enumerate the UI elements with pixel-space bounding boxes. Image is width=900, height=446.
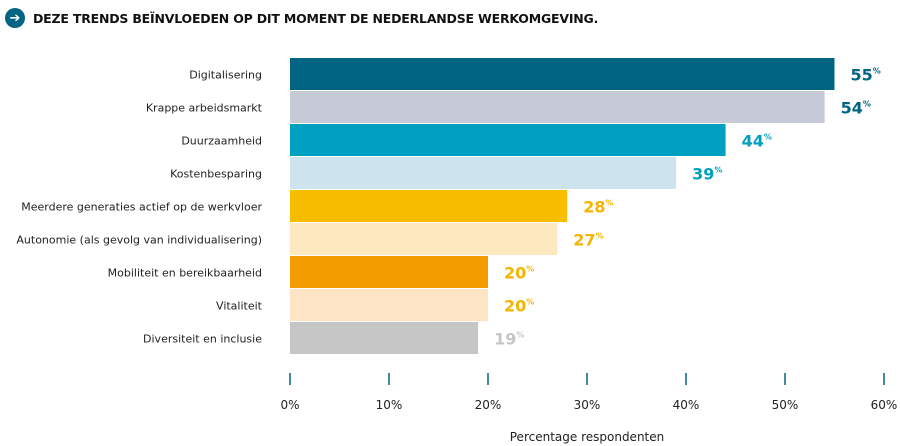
arrow-right-circle-icon: ➔ [5, 8, 25, 28]
data-label: 20% [504, 264, 534, 283]
category-label: Meerdere generaties actief op de werkvlo… [21, 201, 262, 214]
x-tick-label: 40% [673, 398, 700, 412]
x-tick-label: 10% [376, 398, 403, 412]
chart-title: ➔ DEZE TRENDS BEÏNVLOEDEN OP DIT MOMENT … [5, 8, 598, 28]
data-label: 54% [841, 99, 871, 118]
data-label: 20% [504, 297, 534, 316]
category-label: Krappe arbeidsmarkt [146, 102, 263, 115]
category-label: Mobiliteit en bereikbaarheid [108, 267, 262, 280]
bar [290, 91, 825, 123]
category-label: Kostenbesparing [170, 168, 262, 181]
x-tick-label: 50% [772, 398, 799, 412]
data-label: 39% [692, 165, 722, 184]
title-text: DEZE TRENDS BEÏNVLOEDEN OP DIT MOMENT DE… [33, 10, 599, 26]
category-label: Vitaliteit [216, 300, 263, 313]
data-label: 55% [851, 66, 881, 85]
data-label: 28% [583, 198, 613, 217]
category-label: Autonomie (als gevolg van individualiser… [16, 234, 262, 247]
bar [290, 256, 488, 288]
data-label: 27% [573, 231, 603, 250]
data-label: 19% [494, 330, 524, 349]
x-tick-label: 0% [280, 398, 299, 412]
category-label: Duurzaamheid [181, 135, 262, 148]
x-axis-label: Percentage respondenten [510, 430, 665, 444]
bar [290, 124, 726, 156]
category-label: Digitalisering [189, 69, 262, 82]
bar [290, 289, 488, 321]
bar [290, 58, 835, 90]
x-tick-label: 30% [574, 398, 601, 412]
bar [290, 223, 558, 255]
data-label: 44% [742, 132, 772, 151]
x-tick-label: 60% [871, 398, 898, 412]
bar [290, 190, 568, 222]
bar [290, 157, 677, 189]
bar [290, 322, 479, 354]
category-label: Diversiteit en inclusie [143, 333, 262, 346]
x-tick-label: 20% [475, 398, 502, 412]
